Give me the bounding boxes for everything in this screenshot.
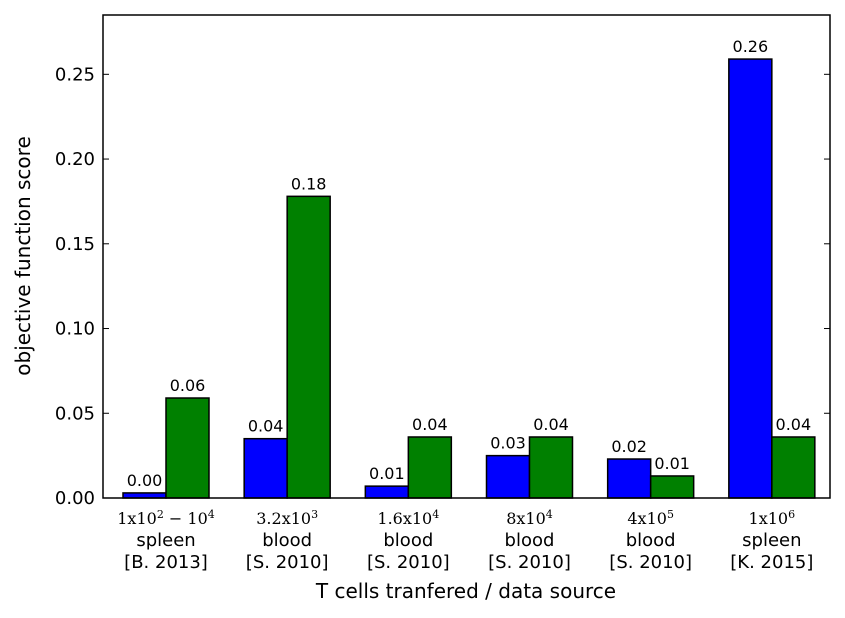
bar-value-label: 0.01: [369, 464, 405, 483]
x-tick-tissue: blood: [383, 530, 433, 551]
bar-s1-c1: [122, 492, 167, 499]
bar-s1-c4: [485, 454, 531, 499]
bar-s1-c5: [606, 458, 652, 499]
x-tick-tissue: blood: [505, 530, 555, 551]
bar-s2-c3: [407, 436, 453, 499]
y-tick-label: 0.05: [55, 403, 95, 424]
x-axis-label: T cells tranfered / data source: [315, 579, 616, 603]
bar-value-label: 0.04: [412, 415, 448, 434]
x-tick-tissue: blood: [262, 530, 312, 551]
bar-s1-c6: [728, 58, 773, 499]
x-tick-dose: 1x106: [749, 508, 796, 529]
bar-s2-c4: [528, 436, 574, 499]
y-tick-label: 0.20: [55, 149, 95, 170]
x-tick-dose: 8x104: [506, 508, 553, 529]
x-tick-dose: 4x105: [627, 508, 674, 529]
bar-value-label: 0.04: [248, 417, 284, 436]
bar-value-label: 0.04: [533, 415, 569, 434]
bar-value-label: 0.06: [170, 376, 206, 395]
y-tick-label: 0.10: [55, 319, 95, 340]
x-tick-dose: 3.2x103: [256, 508, 318, 529]
x-tick-source: [S. 2010]: [367, 552, 450, 573]
bar-value-label: 0.00: [127, 471, 163, 490]
x-tick-tissue: spleen: [136, 530, 195, 551]
bar-s1-c2: [243, 437, 288, 499]
x-tick-source: [S. 2010]: [246, 552, 329, 573]
y-tick-label: 0.15: [55, 234, 95, 255]
plot-frame: [102, 14, 831, 499]
bar-s1-c3: [364, 485, 410, 499]
bar-value-label: 0.02: [611, 437, 647, 456]
x-tick-dose: 1.6x104: [377, 508, 439, 529]
bar-labels-layer: 0.00 0.04 0.01 0.03 0.02 0.26 0.06 0.18 0.04 0.04…: [127, 37, 811, 490]
x-tick-source: [S. 2010]: [609, 552, 692, 573]
bar-value-label: 0.03: [490, 434, 526, 453]
bars-layer: [122, 58, 816, 499]
bar-value-label: 0.18: [291, 174, 327, 193]
x-tick-tissue: blood: [626, 530, 676, 551]
bar-value-label: 0.04: [776, 415, 812, 434]
x-tick-tissue: spleen: [742, 530, 801, 551]
x-tick-source: [B. 2013]: [124, 552, 208, 573]
bar-s2-c5: [649, 475, 695, 499]
x-tick-dose: 1x102 − 104: [117, 508, 215, 529]
y-axis-ticks: 0.00 0.05 0.10 0.15 0.20 0.25: [55, 64, 830, 509]
bar-value-label: 0.26: [733, 37, 769, 56]
bar-s2-c6: [771, 436, 816, 499]
y-tick-label: 0.00: [55, 488, 95, 509]
bar-s2-c1: [165, 397, 210, 499]
bar-value-label: 0.01: [654, 454, 690, 473]
x-tick-source: [K. 2015]: [730, 552, 813, 573]
x-tick-source: [S. 2010]: [488, 552, 571, 573]
bar-s2-c2: [286, 195, 331, 499]
y-axis-label: objective function score: [11, 136, 35, 375]
y-tick-label: 0.25: [55, 64, 95, 85]
